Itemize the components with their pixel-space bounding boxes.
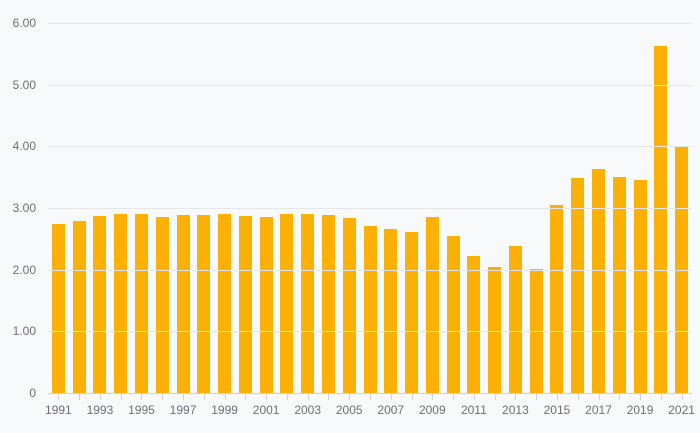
bar[interactable]	[446, 235, 460, 393]
x-axis-tick	[183, 393, 184, 400]
gridline-1.00	[48, 331, 692, 333]
x-axis-label: 1997	[169, 403, 197, 417]
bar[interactable]	[467, 256, 481, 393]
x-axis-tick	[661, 393, 662, 400]
x-axis-tick	[349, 393, 350, 400]
x-axis-label: 2009	[418, 403, 446, 417]
x-axis-tick	[121, 393, 122, 400]
x-axis-label: 2001	[252, 403, 280, 417]
bar[interactable]	[488, 266, 502, 393]
x-axis-tick	[536, 393, 537, 400]
x-axis-label: 2003	[294, 403, 322, 417]
bar[interactable]	[301, 214, 315, 393]
x-axis-tick	[266, 393, 267, 400]
bar[interactable]	[405, 232, 419, 393]
bar[interactable]	[134, 214, 148, 393]
bar[interactable]	[384, 228, 398, 393]
x-axis-tick	[495, 393, 496, 400]
x-axis-tick	[308, 393, 309, 400]
x-axis-tick	[578, 393, 579, 400]
x-axis-tick	[79, 393, 80, 400]
x-axis-tick	[162, 393, 163, 400]
bar[interactable]	[321, 215, 335, 393]
y-axis-label: 6.00	[12, 16, 36, 30]
x-axis-tick	[245, 393, 246, 400]
y-axis-label: 2.00	[12, 262, 36, 277]
x-axis-tick	[287, 393, 288, 400]
x-axis-tick	[412, 393, 413, 400]
x-axis-label: 2019	[626, 403, 654, 417]
bar[interactable]	[114, 214, 128, 393]
bar[interactable]	[176, 215, 190, 393]
y-axis-label: 1.00	[12, 324, 36, 339]
bar[interactable]	[571, 178, 585, 393]
x-axis-label: 2011	[460, 403, 487, 417]
x-axis-tick	[619, 393, 620, 400]
x-axis-label: 2015	[543, 403, 571, 417]
gridline-2.00	[48, 269, 692, 271]
bar[interactable]	[592, 168, 606, 393]
x-axis-label: 2007	[377, 403, 405, 417]
bar[interactable]	[654, 46, 668, 393]
x-axis-label: 1993	[86, 403, 114, 417]
gridline-4.00	[48, 146, 692, 148]
bar[interactable]	[218, 214, 232, 393]
y-axis-label: 5.00	[12, 77, 36, 92]
bar[interactable]	[363, 225, 377, 393]
y-axis-label: 4.00	[12, 139, 36, 154]
x-axis-label: 1991	[45, 403, 72, 417]
bar[interactable]	[259, 216, 273, 393]
x-axis-tick	[599, 393, 600, 400]
y-axis-label: 0	[29, 386, 36, 400]
x-axis-label: 2017	[585, 403, 612, 417]
x-axis-tick	[391, 393, 392, 400]
x-axis-tick	[682, 393, 683, 400]
bar[interactable]	[508, 245, 522, 393]
bar[interactable]	[51, 224, 65, 393]
bar[interactable]	[342, 218, 356, 393]
bar[interactable]	[612, 176, 626, 393]
bar[interactable]	[280, 213, 294, 393]
bar[interactable]	[72, 220, 86, 393]
x-axis-label: 1999	[211, 403, 238, 417]
bar[interactable]	[633, 180, 647, 393]
x-axis-tick	[515, 393, 516, 400]
gridline-3.00	[48, 208, 692, 209]
gridline-5.00	[48, 84, 692, 86]
x-axis-label: 2013	[502, 403, 529, 417]
x-axis-label: 2021	[668, 403, 695, 417]
x-axis-tick	[474, 393, 475, 400]
bar[interactable]	[238, 216, 252, 393]
x-axis-tick	[58, 393, 59, 400]
plot-area	[48, 23, 692, 394]
x-axis-tick	[640, 393, 641, 400]
bar[interactable]	[529, 269, 543, 393]
x-axis-label: 1995	[128, 403, 155, 417]
x-axis-tick	[225, 393, 226, 400]
x-axis-tick	[100, 393, 101, 400]
x-axis-label: 2005	[335, 403, 363, 417]
bar[interactable]	[197, 215, 211, 393]
gridline-6.00	[48, 23, 692, 24]
x-axis-tick	[432, 393, 433, 400]
x-axis-tick	[328, 393, 329, 400]
bar[interactable]	[425, 217, 439, 393]
y-axis-label: 3.00	[12, 201, 36, 215]
x-axis-tick	[557, 393, 558, 400]
x-axis-tick	[141, 393, 142, 400]
bar[interactable]	[550, 204, 564, 393]
x-axis-tick	[453, 393, 454, 400]
bar[interactable]	[93, 216, 107, 393]
x-axis-tick	[370, 393, 371, 400]
bar[interactable]	[155, 217, 169, 393]
x-axis-tick	[204, 393, 205, 400]
